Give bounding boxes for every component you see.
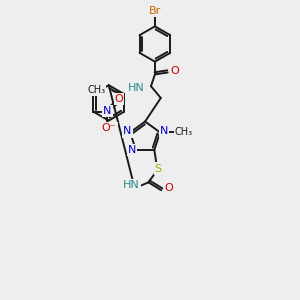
Text: O: O [115, 94, 123, 104]
Text: N: N [123, 126, 131, 136]
Text: N: N [103, 106, 111, 116]
Text: O: O [170, 67, 179, 76]
Text: O: O [165, 183, 173, 193]
Text: HN: HN [123, 180, 140, 190]
Text: Br: Br [149, 6, 161, 16]
Text: N: N [160, 126, 168, 136]
Text: CH₃: CH₃ [175, 128, 193, 137]
Text: N: N [128, 145, 136, 155]
Text: HN: HN [128, 83, 145, 93]
Text: O⁻: O⁻ [102, 123, 116, 134]
Text: CH₃: CH₃ [87, 85, 105, 95]
Text: S: S [155, 164, 162, 174]
